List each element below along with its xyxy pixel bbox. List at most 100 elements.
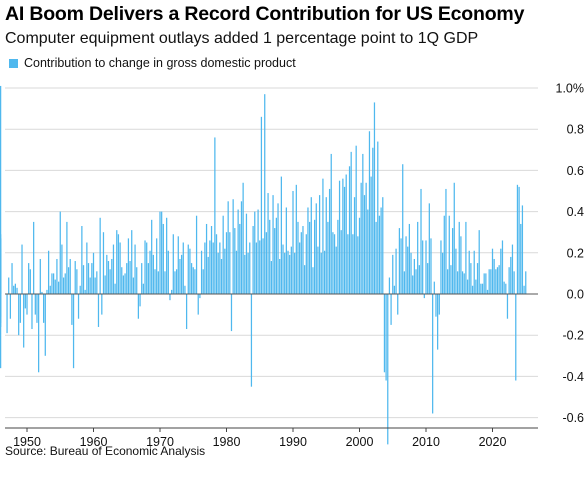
bar xyxy=(76,269,78,294)
bar xyxy=(455,248,457,294)
bar xyxy=(8,277,10,294)
bar xyxy=(280,176,282,294)
bar xyxy=(335,246,337,294)
bar xyxy=(437,294,439,350)
bar xyxy=(488,269,490,294)
bar xyxy=(0,294,2,369)
bar xyxy=(141,263,143,294)
bar xyxy=(257,209,259,294)
bar xyxy=(252,226,254,294)
bar xyxy=(129,261,131,294)
bar xyxy=(305,234,307,294)
bar xyxy=(67,267,70,294)
bar xyxy=(64,273,66,294)
y-tick-label: 0.0 xyxy=(567,288,584,302)
bar xyxy=(137,294,140,319)
bar xyxy=(146,242,148,294)
bar xyxy=(102,232,105,294)
bar xyxy=(407,246,409,294)
bar xyxy=(18,294,20,336)
bar xyxy=(475,279,477,294)
bar xyxy=(49,285,51,294)
bar xyxy=(132,277,135,294)
x-tick-label: 1960 xyxy=(80,435,108,449)
bar xyxy=(43,294,45,323)
bar xyxy=(237,209,239,294)
chart-title: AI Boom Delivers a Record Contribution f… xyxy=(5,3,525,25)
bar xyxy=(207,256,209,294)
y-tick-label: -0.4 xyxy=(562,370,584,384)
bar xyxy=(380,207,382,294)
bar xyxy=(235,250,238,294)
bar xyxy=(422,240,424,294)
bar xyxy=(230,294,233,332)
bar xyxy=(250,294,253,387)
bar xyxy=(81,226,83,294)
bar xyxy=(36,294,38,323)
bar xyxy=(232,199,234,294)
bar xyxy=(348,166,351,294)
bar xyxy=(418,265,420,294)
bar xyxy=(355,145,357,294)
bar xyxy=(423,294,425,299)
bar xyxy=(209,240,211,294)
bar xyxy=(299,242,301,294)
bar xyxy=(318,195,321,294)
y-tick-label: 0.6 xyxy=(567,164,584,178)
bar xyxy=(279,258,281,294)
bar xyxy=(309,221,311,294)
bar xyxy=(86,242,88,294)
bar xyxy=(142,283,144,294)
bar xyxy=(114,283,116,294)
bar xyxy=(294,252,296,294)
bar xyxy=(164,271,166,294)
bar xyxy=(320,252,322,294)
bar xyxy=(332,232,334,294)
bar xyxy=(312,267,314,294)
bar xyxy=(328,188,331,294)
bar xyxy=(224,248,226,294)
bar xyxy=(521,205,524,294)
bar xyxy=(247,252,249,294)
bar xyxy=(144,240,146,294)
bar xyxy=(285,207,287,294)
bar xyxy=(287,250,289,294)
bar xyxy=(77,294,80,319)
bar xyxy=(375,221,377,294)
bar xyxy=(393,285,396,294)
y-tick-label: -0.6 xyxy=(562,411,584,425)
bar xyxy=(225,232,228,294)
bar xyxy=(392,254,394,294)
bar xyxy=(61,244,63,294)
bar xyxy=(139,294,141,307)
y-tick-label: 0.4 xyxy=(567,205,584,219)
bar xyxy=(387,294,389,445)
bar xyxy=(448,215,450,294)
bar xyxy=(435,294,437,317)
bar xyxy=(274,228,276,294)
bar xyxy=(290,246,292,294)
bar xyxy=(428,203,430,294)
bar xyxy=(360,182,362,294)
y-tick-label: 1.0% xyxy=(556,82,585,96)
bar xyxy=(357,236,359,294)
bar xyxy=(483,273,485,294)
bar xyxy=(11,263,13,294)
bar xyxy=(82,265,85,294)
bar xyxy=(244,254,246,294)
bar xyxy=(57,281,60,294)
bar xyxy=(187,244,189,294)
bar xyxy=(199,294,201,299)
bar xyxy=(97,294,100,327)
bar xyxy=(28,263,30,294)
bar xyxy=(345,174,347,294)
x-tick-label: 1970 xyxy=(146,435,174,449)
bar xyxy=(41,291,43,294)
bar xyxy=(270,261,273,294)
y-tick-label: 0.8 xyxy=(567,123,584,137)
bar xyxy=(465,221,467,294)
bar xyxy=(255,242,258,294)
bar xyxy=(149,250,151,294)
bar xyxy=(47,250,50,294)
